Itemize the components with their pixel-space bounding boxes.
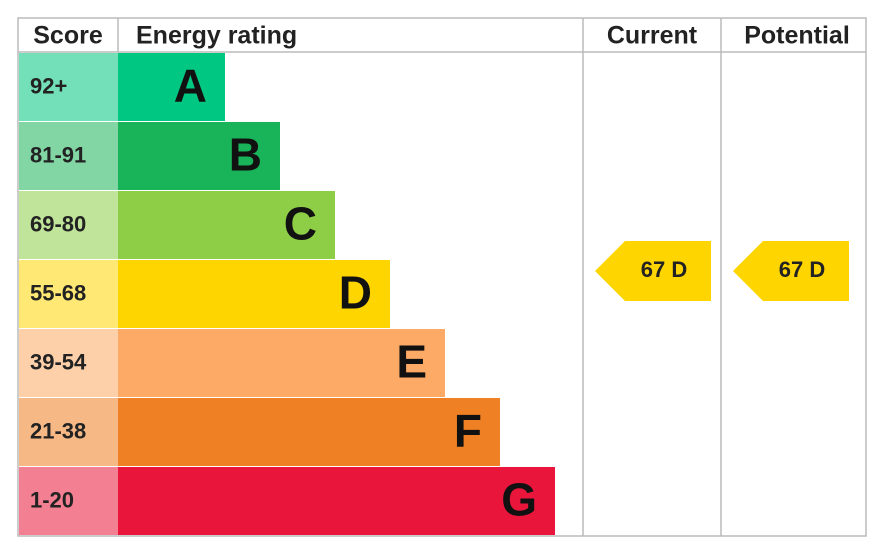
score-label: 55-68 <box>30 280 86 305</box>
rating-letter: F <box>454 405 482 457</box>
rating-letter: G <box>501 474 537 526</box>
score-cell <box>19 191 118 259</box>
score-cell <box>19 122 118 190</box>
current-label: 67 D <box>641 257 687 282</box>
score-cell <box>19 329 118 397</box>
score-label: 21-38 <box>30 418 86 443</box>
rating-bar <box>118 260 390 328</box>
current-header: Current <box>607 22 698 50</box>
score-cell <box>19 467 118 535</box>
rating-bar <box>118 398 500 466</box>
score-cell <box>19 398 118 466</box>
rating-bar <box>118 191 335 259</box>
score-header: Score <box>33 22 103 50</box>
rating-bar <box>118 329 445 397</box>
rating-letter: E <box>396 336 427 388</box>
rating-letter: C <box>284 198 317 250</box>
potential-header: Potential <box>744 22 850 50</box>
rating-letter: B <box>229 129 262 181</box>
score-label: 92+ <box>30 73 67 98</box>
potential-arrow <box>733 241 849 301</box>
potential-label: 67 D <box>779 257 825 282</box>
score-label: 1-20 <box>30 487 74 512</box>
score-label: 81-91 <box>30 142 86 167</box>
rating-header: Energy rating <box>136 22 297 50</box>
current-arrow <box>595 241 711 301</box>
rating-bar <box>118 467 555 535</box>
rating-bar <box>118 53 225 121</box>
score-cell <box>19 260 118 328</box>
rating-bar <box>118 122 280 190</box>
rating-letter: A <box>174 60 207 112</box>
score-cell <box>19 53 118 121</box>
score-label: 39-54 <box>30 349 87 374</box>
score-label: 69-80 <box>30 211 86 236</box>
rating-letter: D <box>339 267 372 319</box>
